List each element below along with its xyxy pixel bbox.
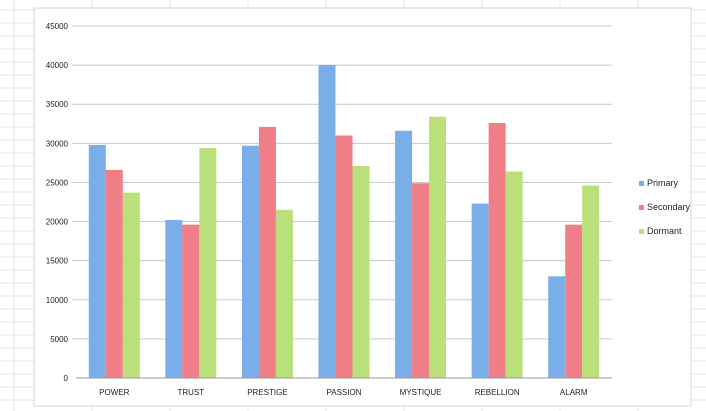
bar-secondary-mystique — [412, 183, 430, 378]
legend-swatch — [639, 205, 644, 210]
bar-secondary-prestige — [258, 126, 276, 378]
legend-label: Secondary — [647, 202, 691, 212]
bar-primary-mystique — [395, 130, 413, 378]
bar-secondary-rebellion — [488, 122, 506, 379]
y-tick-label: 10000 — [46, 296, 69, 305]
category-label: TRUST — [178, 388, 205, 397]
bar-primary-prestige — [241, 145, 259, 378]
bars — [88, 65, 600, 379]
bar-dormant-rebellion — [505, 171, 523, 378]
y-tick-label: 0 — [64, 374, 69, 383]
legend-swatch — [639, 229, 644, 234]
legend-label: Primary — [647, 178, 678, 188]
y-tick-label: 45000 — [46, 22, 69, 31]
y-tick-label: 5000 — [50, 335, 68, 344]
category-label: REBELLION — [475, 388, 520, 397]
bar-secondary-alarm — [565, 224, 583, 378]
y-axis-tick-labels: 0 5000 10000 15000 20000 25000 30000 35000 40000… — [46, 22, 69, 383]
bar-dormant-mystique — [429, 116, 447, 378]
y-tick-label: 35000 — [46, 100, 69, 109]
bar-dormant-power — [122, 192, 140, 378]
bar-primary-power — [88, 144, 106, 378]
bar-dormant-prestige — [275, 209, 293, 378]
category-label: PASSION — [327, 388, 362, 397]
y-tick-label: 30000 — [46, 139, 69, 148]
y-tick-label: 25000 — [46, 178, 69, 187]
bar-dormant-trust — [199, 148, 217, 378]
bar-primary-alarm — [548, 276, 566, 378]
y-tick-label: 40000 — [46, 61, 69, 70]
bar-secondary-power — [105, 169, 123, 378]
bar-secondary-passion — [335, 135, 353, 378]
category-labels: POWER TRUST PRESTIGE PASSION MYSTIQUE REBELLI… — [99, 388, 588, 397]
y-tick-label: 20000 — [46, 218, 69, 227]
bar-dormant-passion — [352, 166, 370, 378]
bar-primary-rebellion — [471, 203, 489, 378]
legend-label: Dormant — [647, 226, 682, 236]
bar-primary-passion — [318, 65, 336, 378]
bar-secondary-trust — [182, 224, 200, 378]
y-tick-label: 15000 — [46, 257, 69, 266]
bar-dormant-alarm — [582, 185, 600, 378]
bar-primary-trust — [165, 219, 183, 378]
category-label: PRESTIGE — [247, 388, 287, 397]
category-label: POWER — [99, 388, 129, 397]
category-label: MYSTIQUE — [400, 388, 442, 397]
legend: Primary Secondary Dormant — [639, 178, 691, 236]
category-label: ALARM — [560, 388, 588, 397]
legend-swatch — [639, 181, 644, 186]
